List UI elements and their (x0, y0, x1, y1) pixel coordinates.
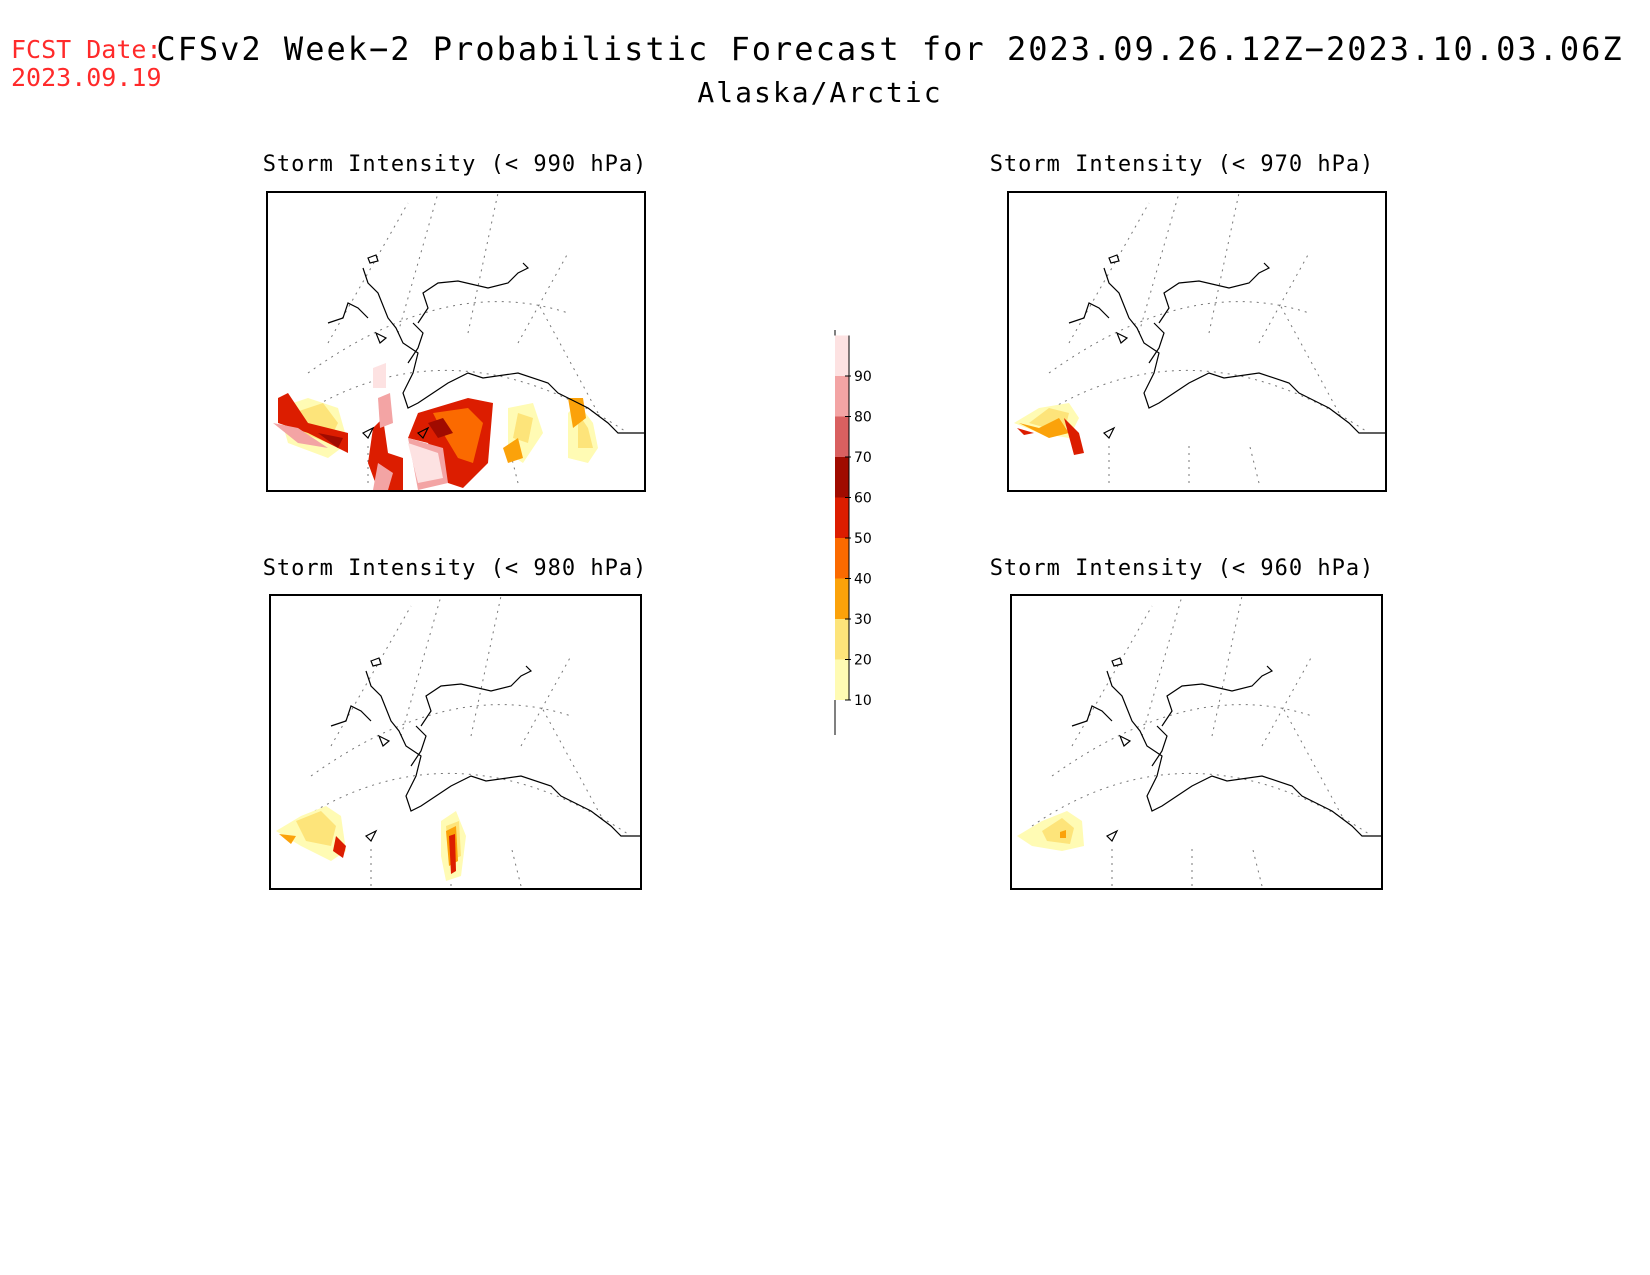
map-990-svg (273, 193, 644, 490)
legend-label: 50 (854, 531, 872, 547)
panel-title-960: Storm Intensity (< 960 hPa) (989, 556, 1375, 581)
legend-label: 10 (854, 693, 872, 709)
legend-label: 40 (854, 572, 872, 588)
legend-svg: 10 20 30 40 50 60 70 80 90 (834, 315, 872, 735)
legend-swatch (835, 578, 849, 619)
map-panel-970 (1007, 191, 1387, 492)
main-title: CFSv2 Week−2 Probabilistic Forecast for … (156, 30, 1624, 68)
probability-legend: 10 20 30 40 50 60 70 80 90 (800, 315, 920, 750)
legend-swatch (835, 457, 849, 498)
legend-label: 20 (854, 653, 872, 669)
subtitle: Alaska/Arctic (697, 76, 943, 109)
forecast-date-label: FCST Date: 2023.09.19 (11, 36, 162, 92)
legend-label: 90 (854, 369, 872, 385)
panel-title-990: Storm Intensity (< 990 hPa) (262, 152, 648, 177)
map-970-svg (1014, 193, 1385, 484)
legend-swatch (835, 619, 849, 660)
legend-label: 60 (854, 491, 872, 507)
legend-label: 30 (854, 612, 872, 628)
fcst-date-heading: FCST Date: (11, 35, 162, 64)
map-960-svg (1017, 596, 1381, 887)
map-980-svg (276, 596, 640, 887)
map-panel-980 (269, 594, 642, 890)
legend-swatch (835, 376, 849, 417)
panel-title-970: Storm Intensity (< 970 hPa) (989, 152, 1375, 177)
legend-swatch (835, 538, 849, 579)
legend-label: 80 (854, 410, 872, 426)
map-panel-990 (266, 191, 646, 492)
map-panel-960 (1010, 594, 1383, 890)
legend-label: 70 (854, 450, 872, 466)
panel-title-980: Storm Intensity (< 980 hPa) (262, 556, 648, 581)
fcst-date-value: 2023.09.19 (11, 63, 162, 92)
legend-swatch (835, 335, 849, 376)
legend-swatch (835, 416, 849, 457)
legend-swatch (835, 659, 849, 700)
legend-swatch (835, 497, 849, 538)
